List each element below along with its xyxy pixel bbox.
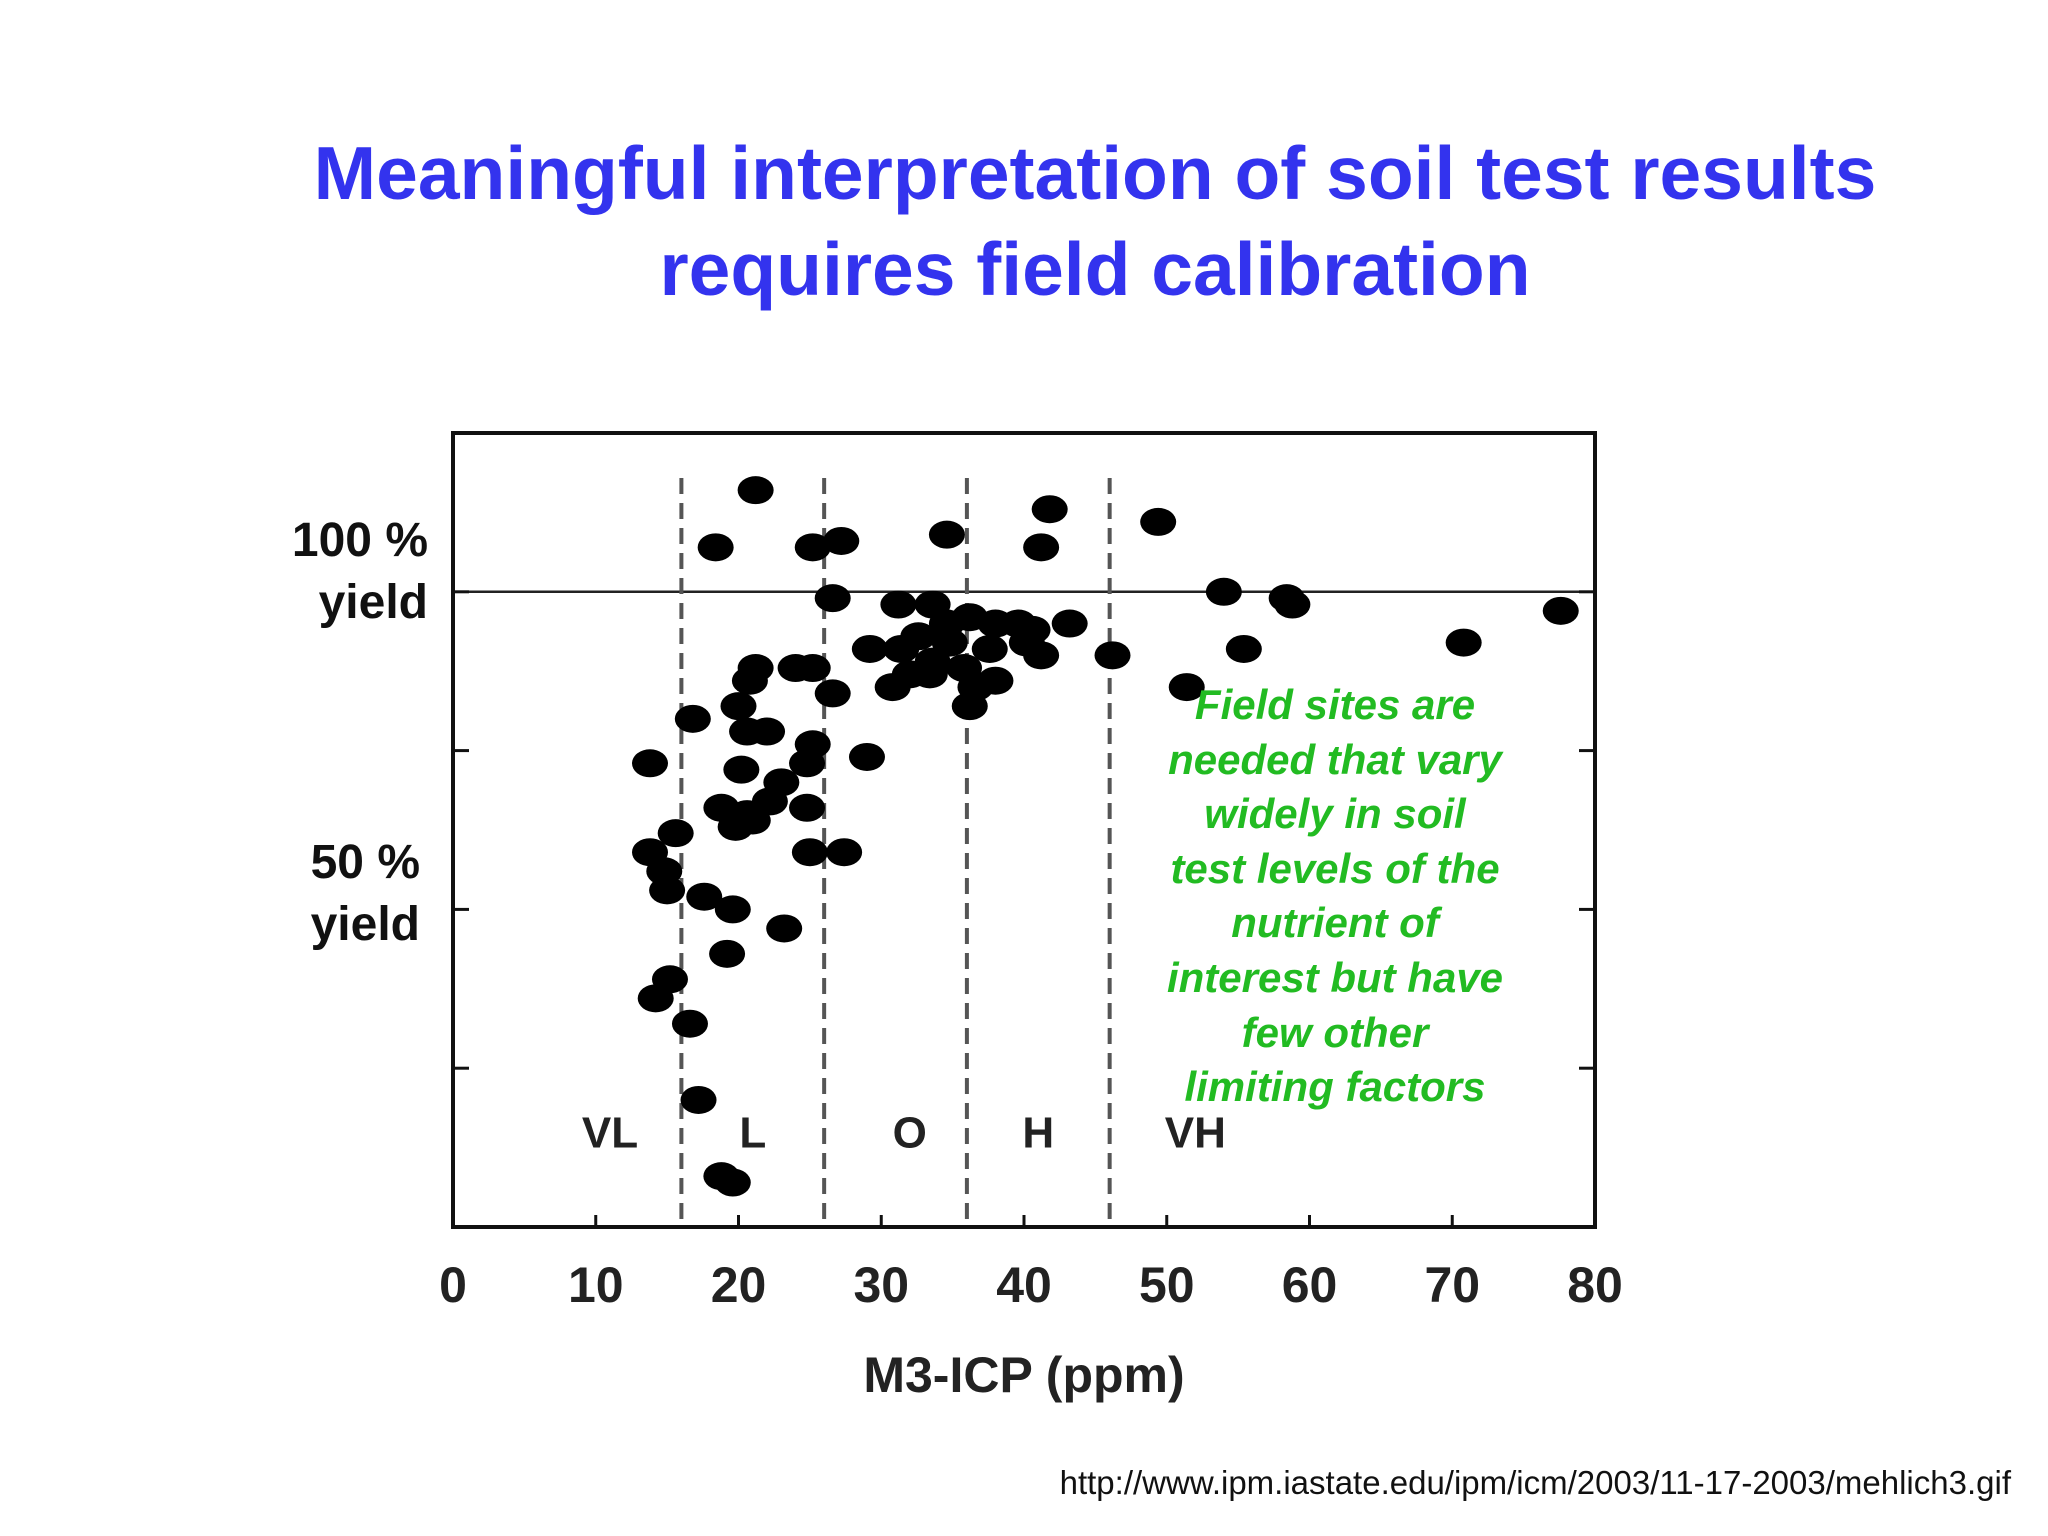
data-point [714,895,751,924]
data-point [826,838,863,867]
data-point [1094,641,1131,670]
data-point [1023,533,1060,562]
data-point [631,749,668,778]
data-point [1168,673,1205,702]
annotation-line: few other [1241,1008,1429,1056]
data-point [814,584,851,613]
y-label-50-yield: 50 % yield [270,832,420,956]
data-point [951,692,988,721]
data-point [1268,584,1305,613]
category-label-l: L [739,1109,766,1158]
data-point [1205,577,1242,606]
x-tick-label: 60 [1282,1257,1338,1313]
data-point [928,520,965,549]
data-point [814,679,851,708]
data-point [720,692,757,721]
data-point [737,476,774,505]
data-point [649,876,686,905]
data-point [883,634,920,663]
data-point [1051,609,1088,638]
data-point [794,654,831,683]
slide-title: Meaningful interpretation of soil test r… [230,125,1960,317]
data-point [749,717,786,746]
x-tick-label: 50 [1139,1257,1195,1313]
annotation-line: Field sites are [1194,681,1476,728]
data-point [680,1085,717,1114]
annotation-text: Field sites are needed that vary widely … [1110,678,1560,1115]
x-tick-label: 80 [1567,1257,1623,1313]
x-tick-label: 0 [439,1257,467,1313]
category-label-vl: VL [582,1109,638,1158]
data-point [911,660,948,689]
data-point [674,704,711,733]
data-point [734,806,771,835]
annotation-line: limiting factors [1184,1063,1486,1111]
annotation-line: nutrient of [1231,899,1439,947]
x-tick-label: 20 [711,1257,767,1313]
y-label-50-line-1: 50 % [310,836,420,889]
x-tick-label: 30 [853,1257,909,1313]
data-point [848,742,885,771]
y-label-100-yield: 100 % yield [270,510,428,634]
data-point [714,1168,751,1197]
data-point [697,533,734,562]
y-label-100-line-1: 100 % [291,514,428,567]
data-point [1225,634,1262,663]
data-point [1140,507,1177,536]
data-point [880,590,917,619]
x-tick-label: 10 [568,1257,624,1313]
data-point [657,819,694,848]
category-label-h: H [1022,1109,1054,1158]
annotation-line: needed that vary [1168,735,1502,783]
annotation-line: test levels of the [1170,844,1500,892]
annotation-line: widely in soil [1204,790,1466,838]
x-tick-label: 40 [996,1257,1052,1313]
annotation-line: interest but have [1166,953,1504,1001]
data-point [823,526,860,555]
title-line-2: requires field calibration [659,227,1531,311]
x-axis-label: M3-ICP (ppm) [863,1347,1184,1403]
data-point [1031,495,1068,524]
data-point [731,666,768,695]
data-point [1445,628,1482,657]
data-point [671,1009,708,1038]
category-label-vh: VH [1165,1109,1226,1158]
data-point [637,984,674,1013]
category-label-o: O [893,1109,927,1158]
data-point [1023,641,1060,670]
data-point [766,914,803,943]
y-label-50-line-2: yield [310,898,420,951]
data-point [794,730,831,759]
data-point [971,634,1008,663]
data-point [709,939,746,968]
data-point [791,838,828,867]
data-point [723,755,760,784]
data-point [1542,596,1579,625]
source-url: http://www.ipm.iastate.edu/ipm/icm/2003/… [1059,1464,2011,1501]
data-point [686,882,723,911]
title-line-1: Meaningful interpretation of soil test r… [313,131,1877,215]
data-point [874,673,911,702]
y-label-100-line-2: yield [318,576,428,629]
data-point [794,533,831,562]
data-point [851,634,888,663]
data-point [789,793,826,822]
x-tick-label: 70 [1424,1257,1480,1313]
